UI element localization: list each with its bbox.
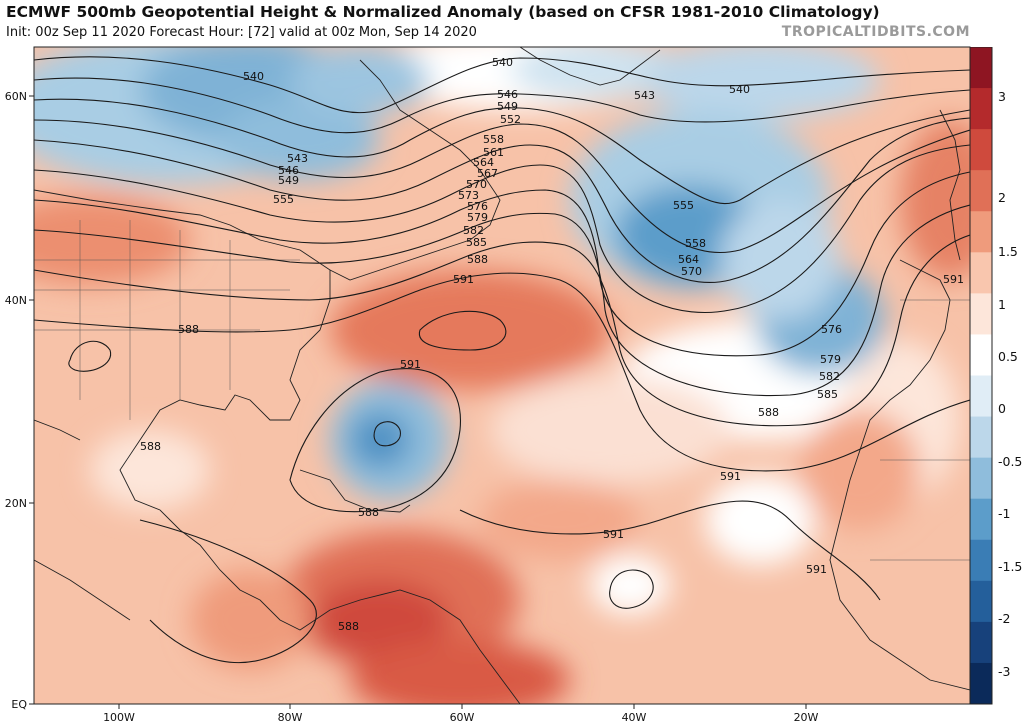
colorbar-frame [970, 47, 993, 705]
colorbar-swatch [970, 416, 992, 459]
contour-label: 570 [466, 178, 487, 191]
watermark: TROPICALTIDBITS.COM [781, 24, 970, 40]
lon-label: 20W [794, 711, 819, 724]
contour-label: 561 [483, 146, 504, 159]
contour-label: 582 [463, 224, 484, 237]
height-contours [34, 56, 970, 664]
coastlines [34, 47, 970, 704]
contour-label: 591 [603, 528, 624, 541]
contour-label: 552 [500, 113, 521, 126]
contour-label: 543 [634, 89, 655, 102]
colorbar-swatch [970, 334, 992, 376]
contour-label: 546 [497, 88, 518, 101]
contour-label: 564 [678, 253, 699, 266]
lat-label: 20N [5, 497, 27, 510]
lat-label: 60N [5, 90, 27, 103]
anomaly-field [34, 47, 970, 704]
colorbar-swatch [970, 47, 992, 89]
contour-label: 588 [467, 253, 488, 266]
contour-label: 543 [287, 152, 308, 165]
lon-label: 80W [278, 711, 303, 724]
contour-label: 588 [178, 323, 199, 336]
contour-label: 564 [473, 156, 494, 169]
colorbar-swatch [970, 621, 992, 664]
colorbar-tick: 2 [998, 190, 1006, 205]
contour-label: 579 [820, 353, 841, 366]
colorbar-tick: 3 [998, 89, 1006, 104]
colorbar-swatches [970, 47, 992, 705]
contour-label: 558 [685, 237, 706, 250]
colorbar: 3 2 1.5 1 0.5 0 -0.5 -1 -1.5 -2 -3 -5 [970, 47, 1022, 705]
contour-label: 540 [492, 56, 513, 69]
contour-label: 570 [681, 265, 702, 278]
colorbar-tick: 0 [998, 401, 1006, 416]
contour-label: 555 [273, 193, 294, 206]
colorbar-swatch [970, 252, 992, 294]
chart-title: ECMWF 500mb Geopotential Height & Normal… [6, 3, 880, 21]
colorbar-swatch [970, 580, 992, 623]
contour-label: 585 [466, 236, 487, 249]
contour-label: 588 [140, 440, 161, 453]
colorbar-swatch [970, 539, 992, 582]
contour-label: 549 [278, 174, 299, 187]
colorbar-swatch [970, 662, 992, 705]
lon-label: 100W [103, 711, 135, 724]
colorbar-tick: 0.5 [998, 349, 1018, 364]
contour-label: 591 [806, 563, 827, 576]
contour-label: 573 [458, 189, 479, 202]
colorbar-swatch [970, 170, 992, 212]
colorbar-swatch [970, 498, 992, 541]
longitude-axis: 100W 80W 60W 40W 20W [103, 704, 819, 724]
contour-label: 591 [720, 470, 741, 483]
contour-label: 549 [497, 100, 518, 113]
colorbar-tick: -1.5 [998, 559, 1022, 574]
colorbar-swatch [970, 293, 992, 335]
colorbar-tick: -0.5 [998, 454, 1022, 469]
contour-label: 588 [358, 506, 379, 519]
colorbar-swatch [970, 457, 992, 500]
contour-label: 591 [453, 273, 474, 286]
contour-label: 585 [817, 388, 838, 401]
contour-label: 576 [821, 323, 842, 336]
contour-label: 555 [673, 199, 694, 212]
colorbar-tick: -1 [998, 506, 1010, 521]
colorbar-swatch [970, 88, 992, 130]
colorbar-tick: 1.5 [998, 244, 1018, 259]
contour-label: 582 [819, 370, 840, 383]
lat-label: 40N [5, 294, 27, 307]
latitude-axis: 60N 40N 20N EQ [5, 90, 34, 711]
contour-label: 591 [400, 358, 421, 371]
lon-label: 40W [622, 711, 647, 724]
init-info: Init: 00z Sep 11 2020 Forecast Hour: [72… [6, 25, 477, 40]
contour-label: 540 [729, 83, 750, 96]
contour-label: 579 [467, 211, 488, 224]
contour-label: 588 [758, 406, 779, 419]
colorbar-tick: 1 [998, 297, 1006, 312]
contour-label-layer: 540 540 543 540 546 549 552 558 561 564 … [140, 56, 964, 633]
contour-label: 591 [943, 273, 964, 286]
contour-label: 546 [278, 164, 299, 177]
colorbar-swatch [970, 129, 992, 171]
political-borders [34, 220, 970, 561]
contour-label: 567 [477, 167, 498, 180]
colorbar-swatch [970, 375, 992, 418]
lon-label: 60W [450, 711, 475, 724]
contour-label: 558 [483, 133, 504, 146]
lat-label: EQ [11, 698, 27, 711]
colorbar-swatch [970, 211, 992, 253]
contour-label: 576 [467, 200, 488, 213]
colorbar-tick: -2 [998, 611, 1010, 626]
contour-label: 588 [338, 620, 359, 633]
contour-label: 540 [243, 70, 264, 83]
colorbar-ticks: 3 2 1.5 1 0.5 0 -0.5 -1 -1.5 -2 -3 -5 [998, 89, 1022, 679]
colorbar-tick: -3 [998, 664, 1010, 679]
